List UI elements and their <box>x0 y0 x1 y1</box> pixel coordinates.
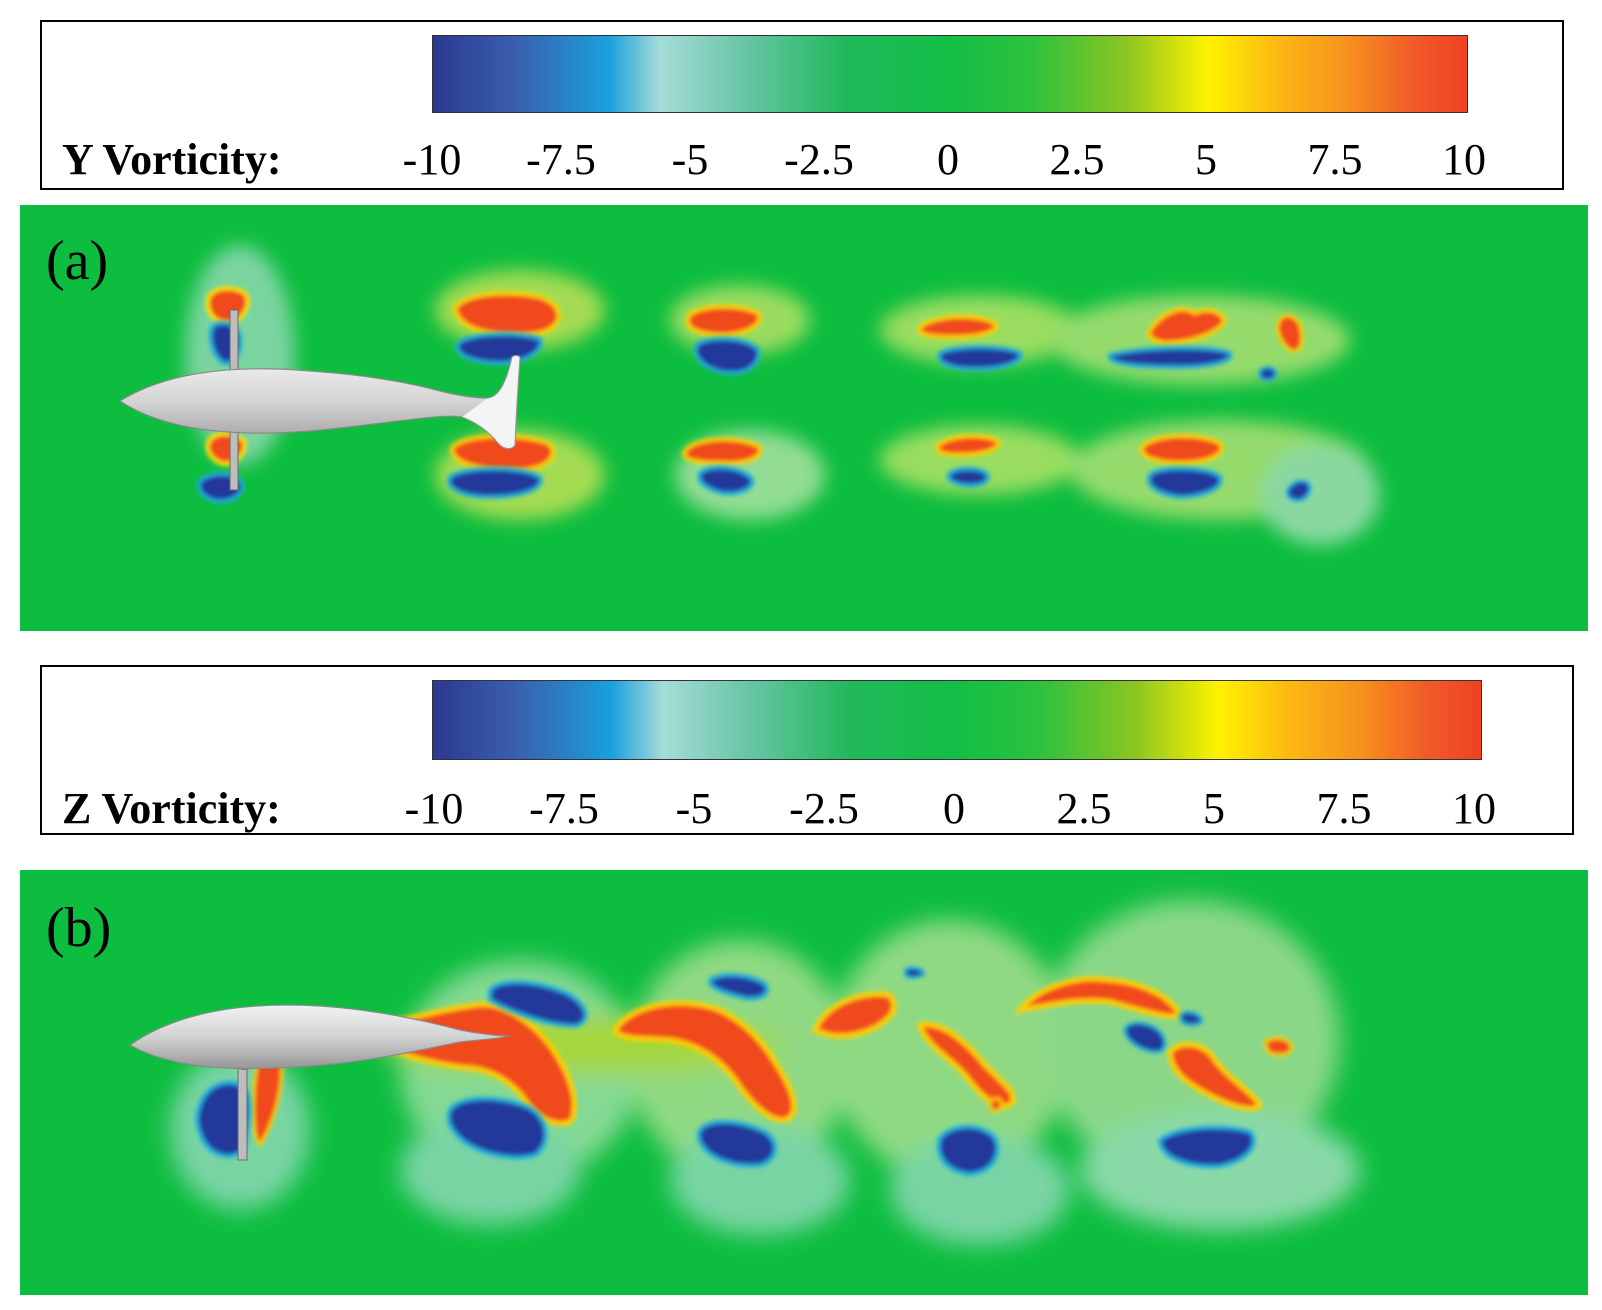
panel-b-z-vorticity-field: (b) <box>20 870 1588 1295</box>
panel-a-y-vorticity-field: (a) <box>20 205 1588 631</box>
legend-z-title: Z Vorticity: <box>62 784 281 833</box>
tick-label: -5 <box>671 135 709 184</box>
tick-label: 2.5 <box>1056 784 1112 833</box>
colorbar-z <box>432 680 1482 760</box>
tick-label: -5 <box>675 784 713 833</box>
colorbar-y <box>432 35 1468 113</box>
tick-label: 10 <box>1442 135 1486 184</box>
panel-a-label: (a) <box>46 230 109 292</box>
tick-label: -7.5 <box>526 135 596 184</box>
tick-label: 0 <box>937 135 959 184</box>
tick-label: 5 <box>1195 135 1217 184</box>
tick-label: 7.5 <box>1307 135 1363 184</box>
legend-y-vorticity: Y Vorticity: -10 -7.5 -5 -2.5 0 2.5 5 7.… <box>40 20 1564 190</box>
tick-label: 2.5 <box>1049 135 1105 184</box>
tick-label: 0 <box>943 784 965 833</box>
tick-label: -7.5 <box>529 784 599 833</box>
panel-b-label: (b) <box>46 897 112 959</box>
tick-label: 5 <box>1203 784 1225 833</box>
legend-y-title: Y Vorticity: <box>62 135 282 184</box>
tick-label: 7.5 <box>1316 784 1372 833</box>
tick-label: -2.5 <box>784 135 854 184</box>
tick-label: -10 <box>402 135 462 184</box>
panel-b-contours <box>128 900 1360 1245</box>
tick-label: -2.5 <box>789 784 859 833</box>
fish-body-b <box>128 1004 511 1070</box>
fish-body <box>118 354 521 450</box>
tick-label: 10 <box>1452 784 1496 833</box>
panel-a-contours <box>118 245 1380 545</box>
tick-label: -10 <box>404 784 464 833</box>
legend-z-vorticity: Z Vorticity: -10 -7.5 -5 -2.5 0 2.5 5 7.… <box>40 665 1574 835</box>
